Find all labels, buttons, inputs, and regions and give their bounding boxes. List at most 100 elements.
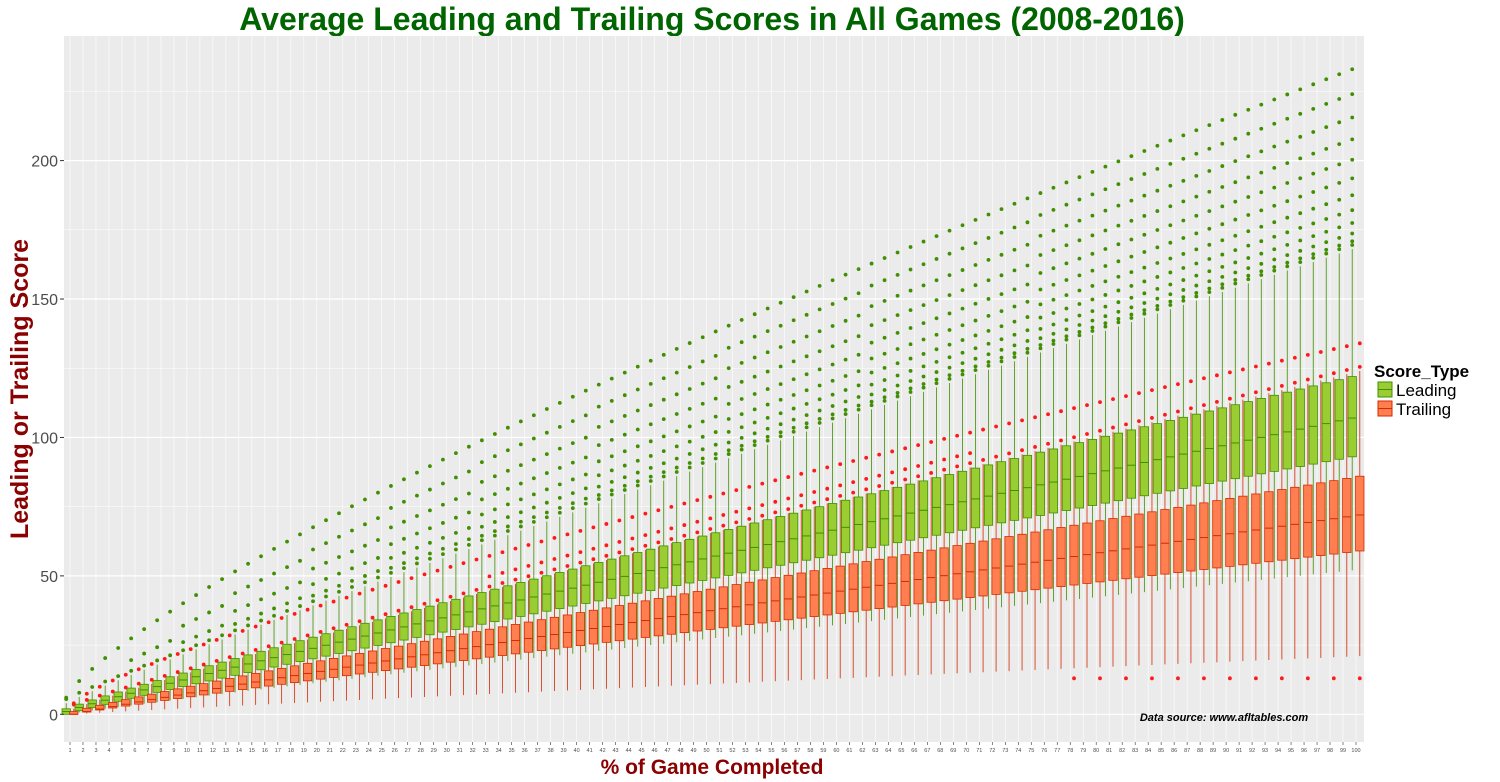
outlier-point (505, 468, 510, 473)
outlier-point (311, 582, 315, 587)
iqr-box (160, 691, 170, 701)
outlier-point (1324, 102, 1329, 106)
outlier-point (734, 488, 739, 493)
iqr-box (1347, 376, 1357, 458)
outlier-point (337, 583, 341, 588)
outlier-point (895, 347, 900, 351)
outlier-point (1025, 328, 1030, 333)
outlier-point (903, 467, 908, 472)
box-leading (243, 561, 253, 691)
iqr-box (815, 506, 825, 559)
outlier-point (882, 335, 887, 340)
outlier-point (389, 555, 393, 560)
x-tick-label: 55 (768, 748, 774, 754)
x-tick-label: 10 (184, 748, 190, 754)
outlier-point (843, 388, 848, 392)
outlier-point (526, 564, 531, 568)
outlier-point (843, 318, 848, 323)
outlier-point (168, 653, 173, 658)
outlier-point (1103, 293, 1108, 297)
outlier-point (890, 449, 895, 454)
box-leading (1152, 143, 1162, 591)
iqr-box (607, 558, 617, 599)
box-trailing (965, 430, 975, 673)
iqr-box (952, 545, 962, 600)
outlier-point (1207, 269, 1212, 274)
outlier-point (565, 553, 570, 558)
outlier-point (1181, 295, 1186, 300)
outlier-point (908, 369, 913, 373)
outlier-point (1064, 180, 1069, 185)
outlier-point (370, 587, 375, 592)
box-trailing (744, 484, 754, 683)
outlier-point (864, 477, 869, 481)
outlier-point (1350, 115, 1355, 120)
iqr-box (277, 667, 287, 685)
outlier-point (1233, 281, 1238, 286)
x-tick-label: 63 (872, 748, 878, 754)
x-tick-label: 54 (755, 748, 761, 754)
outlier-point (1038, 253, 1043, 257)
outlier-point (713, 452, 718, 456)
outlier-point (487, 584, 492, 589)
outlier-point (747, 484, 752, 489)
outlier-point (986, 352, 991, 357)
outlier-point (713, 376, 718, 381)
outlier-point (765, 387, 770, 391)
outlier-point (778, 382, 783, 387)
outlier-point (986, 360, 991, 364)
outlier-point (428, 508, 432, 513)
outlier-point (1259, 126, 1264, 131)
outlier-point (149, 677, 154, 682)
outlier-point (1025, 299, 1030, 304)
outlier-point (830, 392, 835, 397)
x-tick-label: 83 (1132, 748, 1138, 754)
box-trailing (770, 478, 780, 682)
iqr-box (1321, 382, 1331, 463)
outlier-point (539, 570, 544, 575)
iqr-box (341, 655, 352, 677)
outlier-point (934, 332, 939, 337)
outlier-point (1228, 396, 1232, 401)
outlier-point (986, 313, 991, 318)
outlier-point (635, 444, 640, 449)
data-source-annotation: Data source: www.afltables.com (1140, 712, 1309, 724)
outlier-point (960, 350, 965, 355)
box-trailing (1108, 397, 1118, 667)
outlier-point (453, 530, 458, 535)
outlier-point (1090, 284, 1095, 288)
outlier-point (739, 379, 744, 384)
outlier-point (921, 382, 926, 386)
outlier-point (162, 673, 167, 678)
outlier-point (1064, 337, 1069, 342)
iqr-box (380, 648, 391, 671)
outlier-point (1324, 146, 1329, 151)
outlier-point (999, 230, 1004, 235)
outlier-point (1350, 231, 1355, 236)
iqr-box (1186, 504, 1196, 572)
iqr-box (445, 636, 456, 663)
outlier-point (869, 399, 874, 404)
outlier-point (1051, 342, 1056, 346)
outlier-point (986, 363, 991, 368)
x-tick-label: 84 (1145, 748, 1151, 754)
box-leading (516, 419, 526, 660)
box-trailing (121, 672, 131, 712)
outlier-point (960, 368, 965, 373)
box-trailing (653, 508, 663, 687)
outlier-point (544, 471, 549, 475)
iqr-box (1251, 493, 1261, 564)
x-tick-label: 62 (859, 748, 865, 754)
iqr-box (913, 552, 923, 605)
outlier-point (1233, 278, 1238, 282)
outlier-point (402, 519, 406, 524)
outlier-point (259, 578, 263, 582)
iqr-box (776, 516, 786, 566)
outlier-point (1259, 149, 1264, 154)
outlier-point (921, 321, 926, 326)
box-leading (542, 407, 552, 657)
box-trailing (588, 525, 598, 690)
outlier-point (110, 678, 115, 683)
outlier-point (279, 640, 284, 645)
outlier-point (726, 323, 731, 328)
